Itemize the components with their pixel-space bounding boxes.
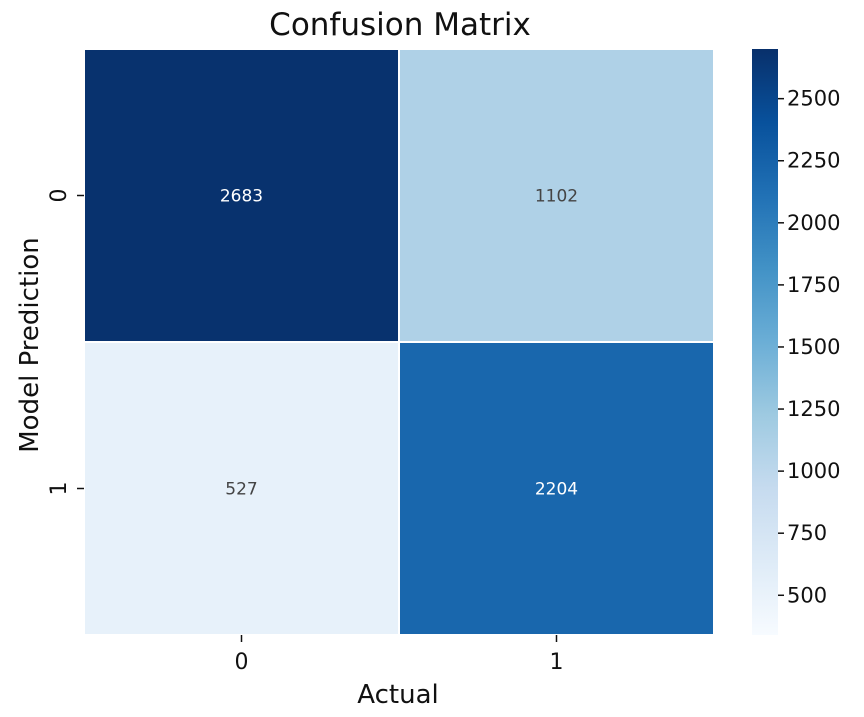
- heatmap-cell-labels: 2683 1102 527 2204: [220, 187, 578, 500]
- colorbar: [752, 49, 778, 635]
- colorbar-tick-label-3: 1250: [787, 397, 840, 421]
- cell-value-label-0-1: 1102: [535, 187, 578, 207]
- cell-value-label-0-0: 2683: [220, 187, 263, 207]
- colorbar-ticks: 500 750 1000 1250 1500 1750 2000 2250 2500: [778, 87, 840, 607]
- x-tick-label-1: 1: [550, 650, 564, 675]
- cell-value-label-1-1: 2204: [535, 480, 578, 500]
- y-axis-label: Model Prediction: [15, 237, 45, 453]
- x-axis-label: Actual: [357, 680, 438, 710]
- chart-title: Confusion Matrix: [269, 7, 531, 43]
- colorbar-tick-label-5: 1750: [787, 273, 840, 297]
- colorbar-tick-label-8: 2500: [787, 87, 840, 111]
- colorbar-tick-label-4: 1500: [787, 335, 840, 359]
- x-tick-label-0: 0: [235, 650, 249, 675]
- heatmap-cells: [85, 50, 713, 634]
- colorbar-tick-label-1: 750: [787, 521, 827, 545]
- colorbar-tick-label-2: 1000: [787, 459, 840, 483]
- colorbar-tick-label-0: 500: [787, 583, 827, 607]
- y-tick-label-0: 0: [47, 189, 72, 203]
- heatmap-cell-0-0: [85, 50, 398, 341]
- heatmap-cell-0-1: [400, 50, 713, 341]
- y-axis-ticks: 01: [47, 189, 84, 496]
- heatmap-cell-1-1: [400, 343, 713, 634]
- colorbar-tick-label-6: 2000: [787, 211, 840, 235]
- y-tick-label-1: 1: [47, 482, 72, 496]
- cell-value-label-1-0: 527: [225, 480, 257, 500]
- colorbar-tick-label-7: 2250: [787, 149, 840, 173]
- heatmap-cell-1-0: [85, 343, 398, 634]
